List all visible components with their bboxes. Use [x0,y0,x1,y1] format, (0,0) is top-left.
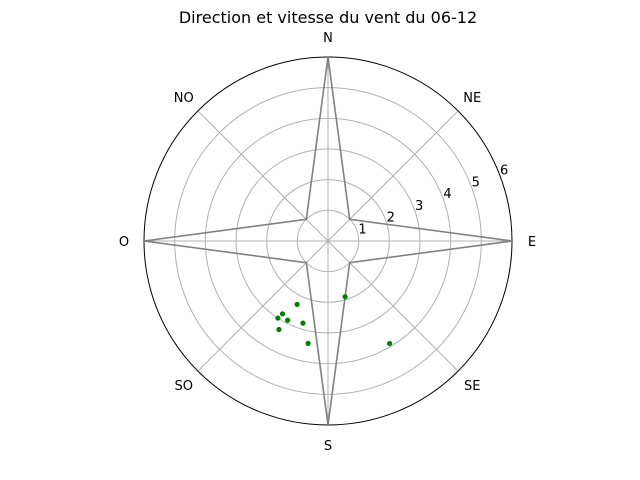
direction-label-so: SO [175,379,193,394]
wind-point [294,301,300,307]
direction-label-no: NO [174,91,194,106]
radial-tick-2: 2 [387,211,395,226]
wind-point [300,320,306,326]
wind-observations [275,294,393,347]
radial-tick-3: 3 [415,199,423,214]
direction-label-ne: NE [463,91,481,106]
direction-label-n: N [323,31,333,46]
wind-point [285,317,291,323]
radial-tick-labels: 1 2 3 4 5 6 [358,164,508,238]
wind-point [275,315,281,321]
wind-rose-outline [143,56,513,426]
chart-title: Direction et vitesse du vent du 06-12 [179,8,477,27]
direction-labels: N NE E SE S SO O NO [119,31,536,454]
radial-tick-5: 5 [472,175,480,190]
direction-label-e: E [528,235,536,250]
radial-tick-1: 1 [358,222,366,237]
grid-spoke-se [327,240,459,372]
radial-tick-4: 4 [443,187,451,202]
radial-tick-6: 6 [500,164,508,179]
direction-label-s: S [324,439,332,454]
wind-point [387,340,393,347]
wind-point [279,311,286,317]
direction-label-se: SE [464,379,480,394]
direction-label-o: O [119,235,129,250]
wind-point [276,326,282,333]
wind-point [342,294,348,300]
grid-spoke-so [197,240,329,372]
rose-polygon [143,56,513,426]
wind-point [305,340,311,346]
grid-spoke-no [197,110,329,242]
polar-grid [143,56,513,426]
